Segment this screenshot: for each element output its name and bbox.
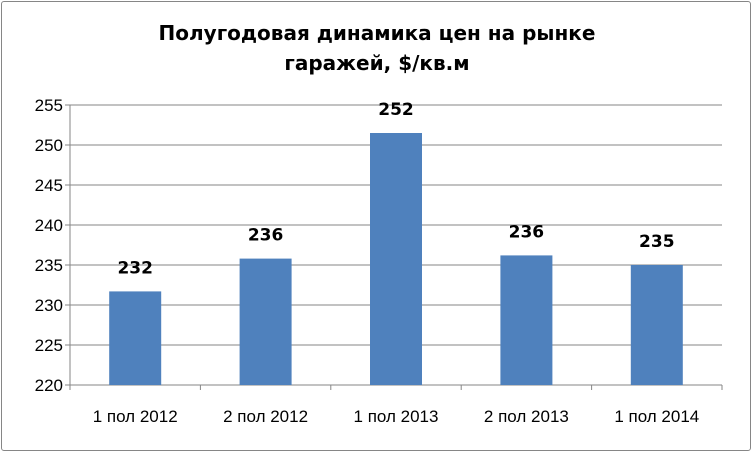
bar	[370, 133, 422, 385]
y-tick-label: 255	[35, 96, 63, 115]
chart-title-line-2: гаражей, $/кв.м	[284, 51, 470, 75]
x-tick-label: 1 пол 2012	[93, 407, 178, 426]
y-tick-label: 245	[35, 176, 63, 195]
bar	[630, 265, 683, 385]
bar	[109, 291, 162, 385]
bar	[500, 255, 553, 385]
data-label: 236	[248, 226, 284, 246]
y-tick-label: 220	[35, 376, 63, 395]
data-label: 232	[117, 258, 153, 278]
data-label: 235	[639, 232, 675, 252]
chart-title: Полугодовая динамика цен на рынке гараже…	[0, 18, 754, 78]
y-tick-label: 235	[35, 256, 63, 275]
y-tick-label: 230	[35, 296, 63, 315]
chart-title-line-1: Полугодовая динамика цен на рынке	[158, 21, 596, 45]
x-tick-label: 1 пол 2013	[354, 407, 439, 426]
x-tick-label: 2 пол 2012	[223, 407, 308, 426]
y-tick-label: 250	[35, 136, 63, 155]
x-tick-label: 2 пол 2013	[484, 407, 569, 426]
x-tick-label: 1 пол 2014	[614, 407, 699, 426]
data-label: 236	[509, 222, 545, 242]
data-label: 252	[378, 100, 414, 120]
y-tick-label: 225	[35, 336, 63, 355]
bar	[239, 258, 292, 385]
y-tick-label: 240	[35, 216, 63, 235]
